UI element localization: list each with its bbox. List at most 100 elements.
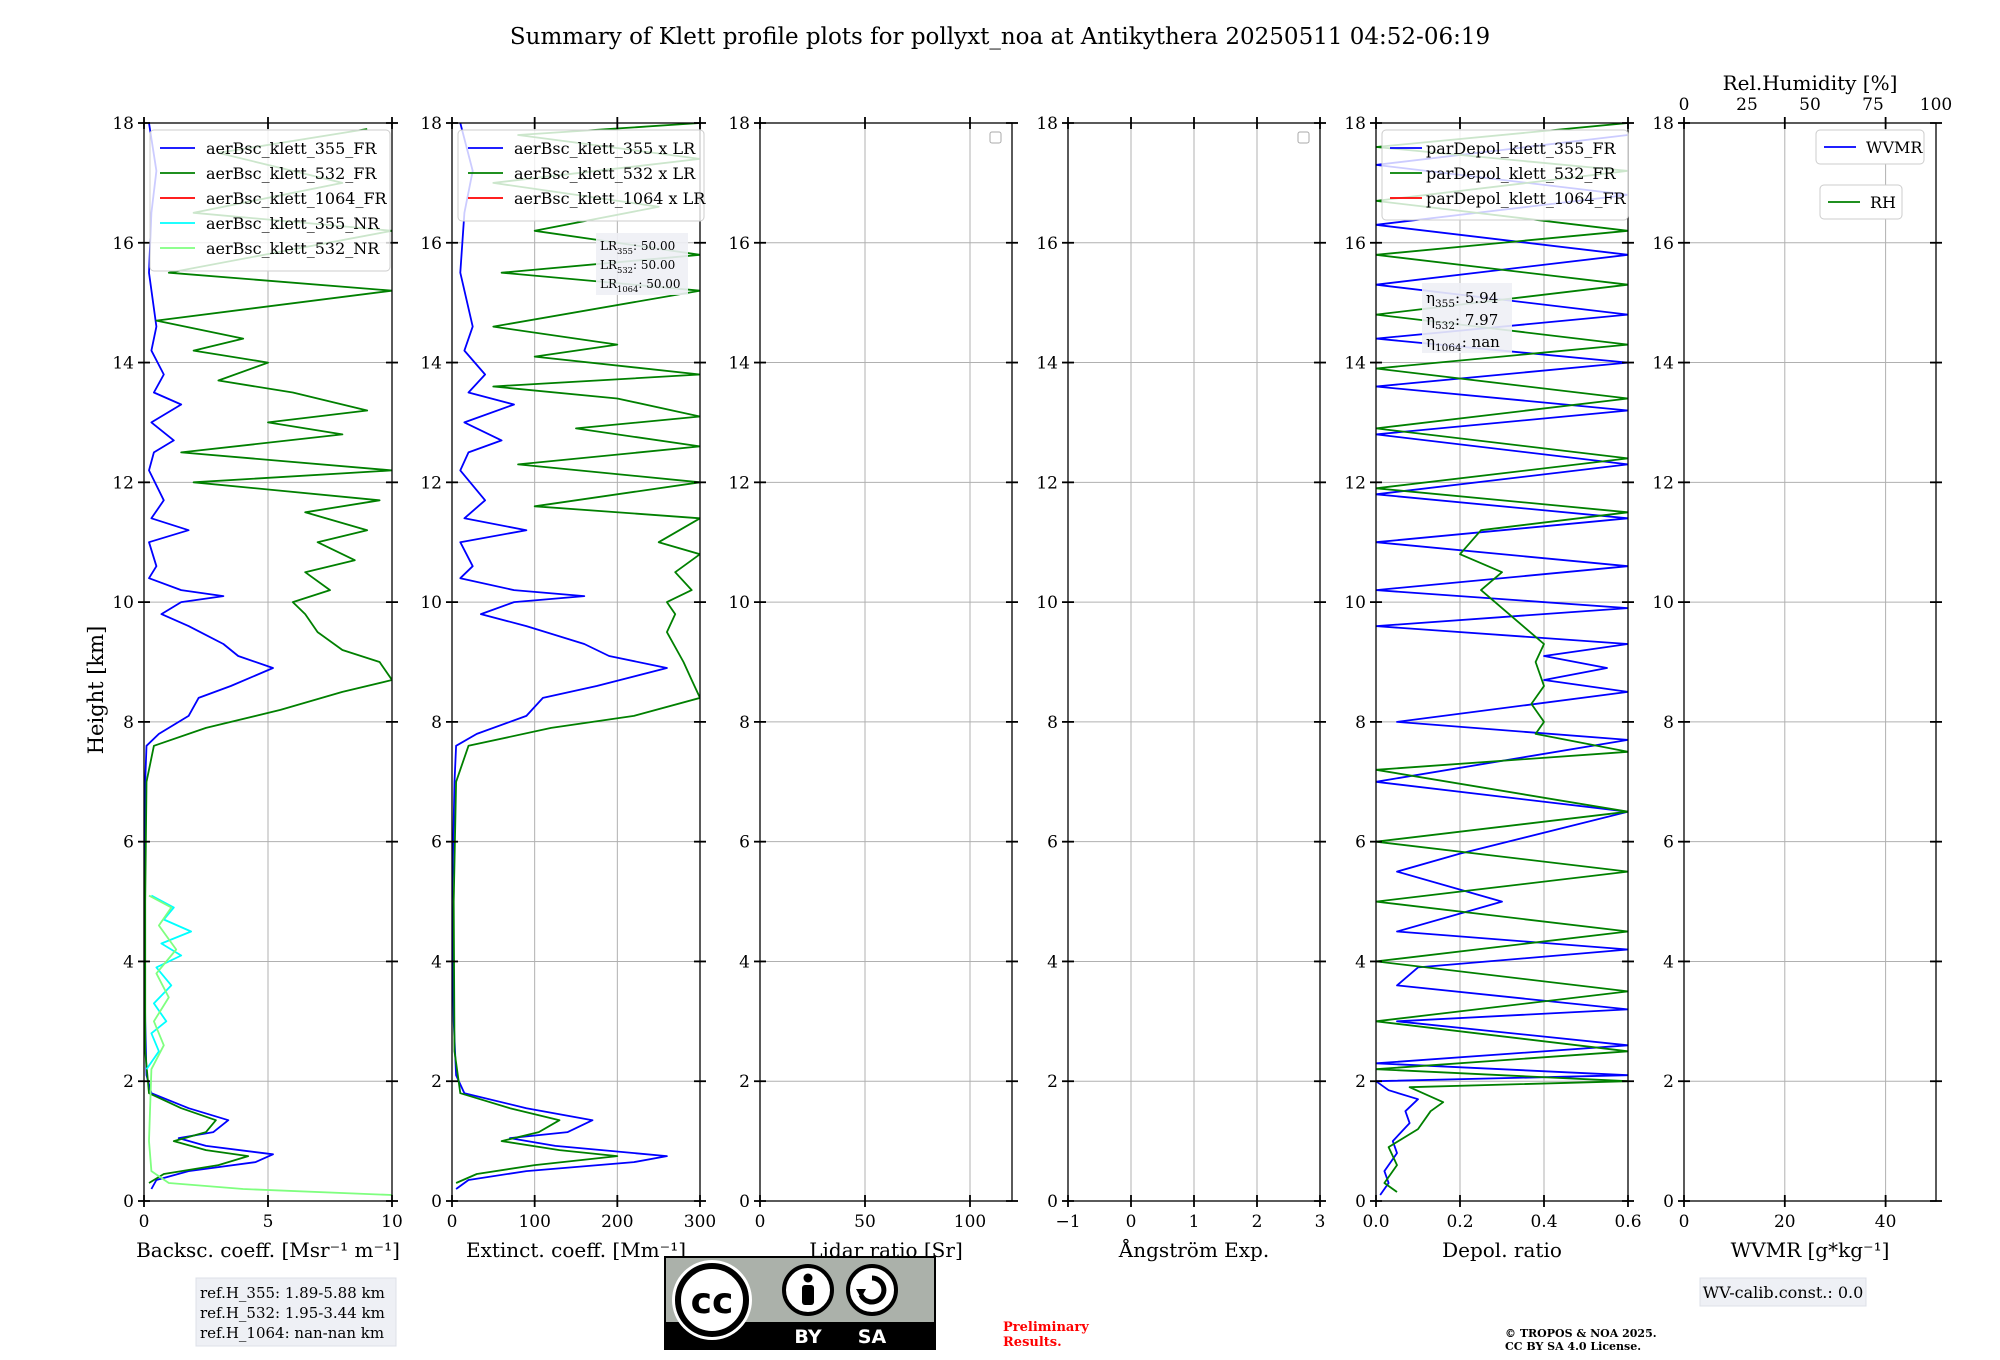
y-tick-label: 18 [1344,114,1366,134]
y-tick-label: 6 [1355,833,1366,853]
legend-entry: aerBsc_klett_355 x LR [514,139,696,158]
y-tick-label: 2 [431,1072,442,1092]
x-tick-label: 5 [263,1212,274,1232]
rh-tick-label: 0 [1679,95,1690,115]
x-tick-label: 20 [1774,1212,1796,1232]
lr-box [596,233,688,295]
x-tick-label: 40 [1875,1212,1897,1232]
y-tick-label: 6 [123,833,134,853]
y-tick-label: 18 [1652,114,1674,134]
x-tick-label: 0.0 [1362,1212,1389,1232]
legend-wvmr: WVMR [1815,129,1925,165]
series-aerBsc_klett_532_FR [144,128,392,1184]
x-tick-label: 2 [1252,1212,1263,1232]
eta-label: η1064: nan [1426,333,1500,354]
y-tick-label: 10 [1344,593,1366,613]
y-tick-label: 10 [1652,593,1674,613]
y-tick-label: 18 [728,114,750,134]
x-tick-label: 0 [139,1212,150,1232]
legend-rh: RH [1819,184,1903,220]
svg-text:cc: cc [691,1281,734,1322]
y-tick-label: 14 [420,354,442,374]
x-tick-label: 0.2 [1446,1212,1473,1232]
y-tick-label: 14 [728,354,750,374]
x-tick-label: 0 [1679,1212,1690,1232]
y-tick-label: 4 [1663,952,1674,972]
series-aerBsc_klett_532_NR [148,894,392,1196]
lr-label: LR355: 50.00 [600,239,675,256]
y-tick-label: 14 [1344,354,1366,374]
eta-label: η532: 7.97 [1426,311,1498,332]
ref-height-1064: ref.H_1064: nan-nan km [200,1324,384,1342]
legend-box [1815,129,1925,165]
y-tick-label: 12 [1344,473,1366,493]
axes-frame [451,122,701,1202]
attribution-person-icon [782,1264,834,1316]
x-tick-label: −1 [1055,1212,1080,1232]
x-axis-label: Depol. ratio [1442,1238,1562,1262]
y-tick-label: 16 [728,234,750,254]
legend-entry: aerBsc_klett_355_NR [206,214,380,233]
y-tick-label: 6 [1047,833,1058,853]
y-tick-label: 2 [1355,1072,1366,1092]
legend-entry: aerBsc_klett_532 x LR [514,164,696,183]
x-tick-label: 0 [1126,1212,1137,1232]
y-tick-label: 12 [1036,473,1058,493]
y-tick-label: 12 [1652,473,1674,493]
y-tick-label: 16 [420,234,442,254]
legend-entry: parDepol_klett_355_FR [1426,139,1617,158]
x-axis-label: Extinct. coeff. [Mm⁻¹] [466,1238,686,1262]
axes-frame [1375,122,1629,1202]
series-group [1376,123,1628,1196]
lr-label: LR1064: 50.00 [600,277,681,294]
preliminary-text-1: Preliminary [1003,1320,1089,1335]
y-tick-label: 0 [1663,1192,1674,1212]
license-by-label: BY [794,1326,821,1348]
axes-frame [759,122,1013,1202]
legend-entry: parDepol_klett_532_FR [1426,164,1617,183]
y-tick-label: 8 [1047,713,1058,733]
legend: parDepol_klett_355_FR parDepol_klett_532_… [1381,129,1629,221]
legend-entry: aerBsc_klett_355_FR [206,139,377,158]
x-tick-label: 10 [381,1212,403,1232]
series-parDepol_klett_355_FR [1376,134,1628,1196]
y-tick-label: 4 [1047,952,1058,972]
y-tick-label: 16 [1652,234,1674,254]
legend-box [149,129,391,272]
empty-legend-box [989,131,1002,144]
x-tick-label: 100 [954,1212,986,1232]
y-tick-label: 0 [1355,1192,1366,1212]
legend-entry: aerBsc_klett_1064_FR [206,189,388,208]
y-tick-label: 14 [1652,354,1674,374]
y-tick-label: 8 [1355,713,1366,733]
panel-depol: 0 2 4 6 8 10 12 14 16 18 0.0 0.2 0.4 0.6 Depol. ratio p… [1344,114,1641,1262]
legend-box [457,129,705,222]
series-group [144,123,392,1196]
x-tick-label: 0.6 [1614,1212,1641,1232]
eta-box [1422,283,1512,353]
copyright-text-1: © TROPOS & NOA 2025. [1505,1327,1657,1340]
y-tick-label: 10 [1036,593,1058,613]
rh-axis-label: Rel.Humidity [%] [1723,71,1898,95]
legend-entry: parDepol_klett_1064_FR [1426,189,1627,208]
y-tick-label: 14 [112,354,134,374]
lr-label: LR532: 50.00 [600,258,675,275]
legend-box [1819,184,1903,220]
share-alike-icon [846,1264,898,1316]
y-tick-label: 8 [739,713,750,733]
y-tick-label: 8 [431,713,442,733]
rh-tick-label: 50 [1799,95,1821,115]
legend-entry: aerBsc_klett_532_NR [206,239,380,258]
panel-extinction: 0 2 4 6 8 10 12 14 16 18 0 100 200 300 Extinct. coeff.… [420,114,716,1262]
panel-backscatter: 0 2 4 6 8 10 12 14 16 18 0 5 10 Backsc. coeff. [Msr⁻¹… [112,114,402,1262]
x-tick-label: 50 [854,1212,876,1232]
wv-calib-box: WV-calib.const.: 0.0 [1699,1277,1867,1307]
x-tick-label: 100 [518,1212,550,1232]
y-tick-label: 18 [420,114,442,134]
y-tick-label: 0 [739,1192,750,1212]
cc-license-badge: cc BY SA [664,1256,936,1350]
